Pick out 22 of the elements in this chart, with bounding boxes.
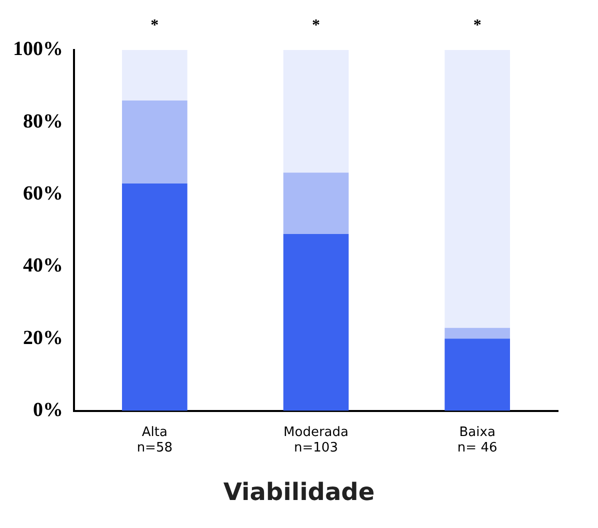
bar [444, 50, 510, 328]
y-tick-label: 0% [33, 398, 63, 421]
y-tick-label: 40% [23, 254, 63, 277]
annotation: * [473, 17, 482, 34]
x-tick-label: Moderada n=103 [284, 424, 348, 456]
y-tick-label: 20% [23, 326, 63, 349]
annotation: * [150, 17, 159, 34]
bar [283, 172, 349, 234]
bar [283, 234, 349, 411]
x-tick-label: Alta n=58 [136, 424, 173, 456]
y-tick-label: 80% [23, 110, 63, 132]
y-tick-label: 60% [23, 182, 63, 204]
bar [122, 100, 188, 184]
bar [444, 338, 510, 411]
annotation: * [312, 17, 320, 34]
bar [283, 50, 349, 173]
bar [122, 183, 188, 411]
bar [122, 50, 188, 101]
x-tick-label: Baixa n= 46 [457, 424, 498, 456]
y-tick-label: 100% [13, 38, 63, 60]
x-axis-title: Viabilidade [222, 478, 376, 506]
bar [444, 328, 510, 339]
